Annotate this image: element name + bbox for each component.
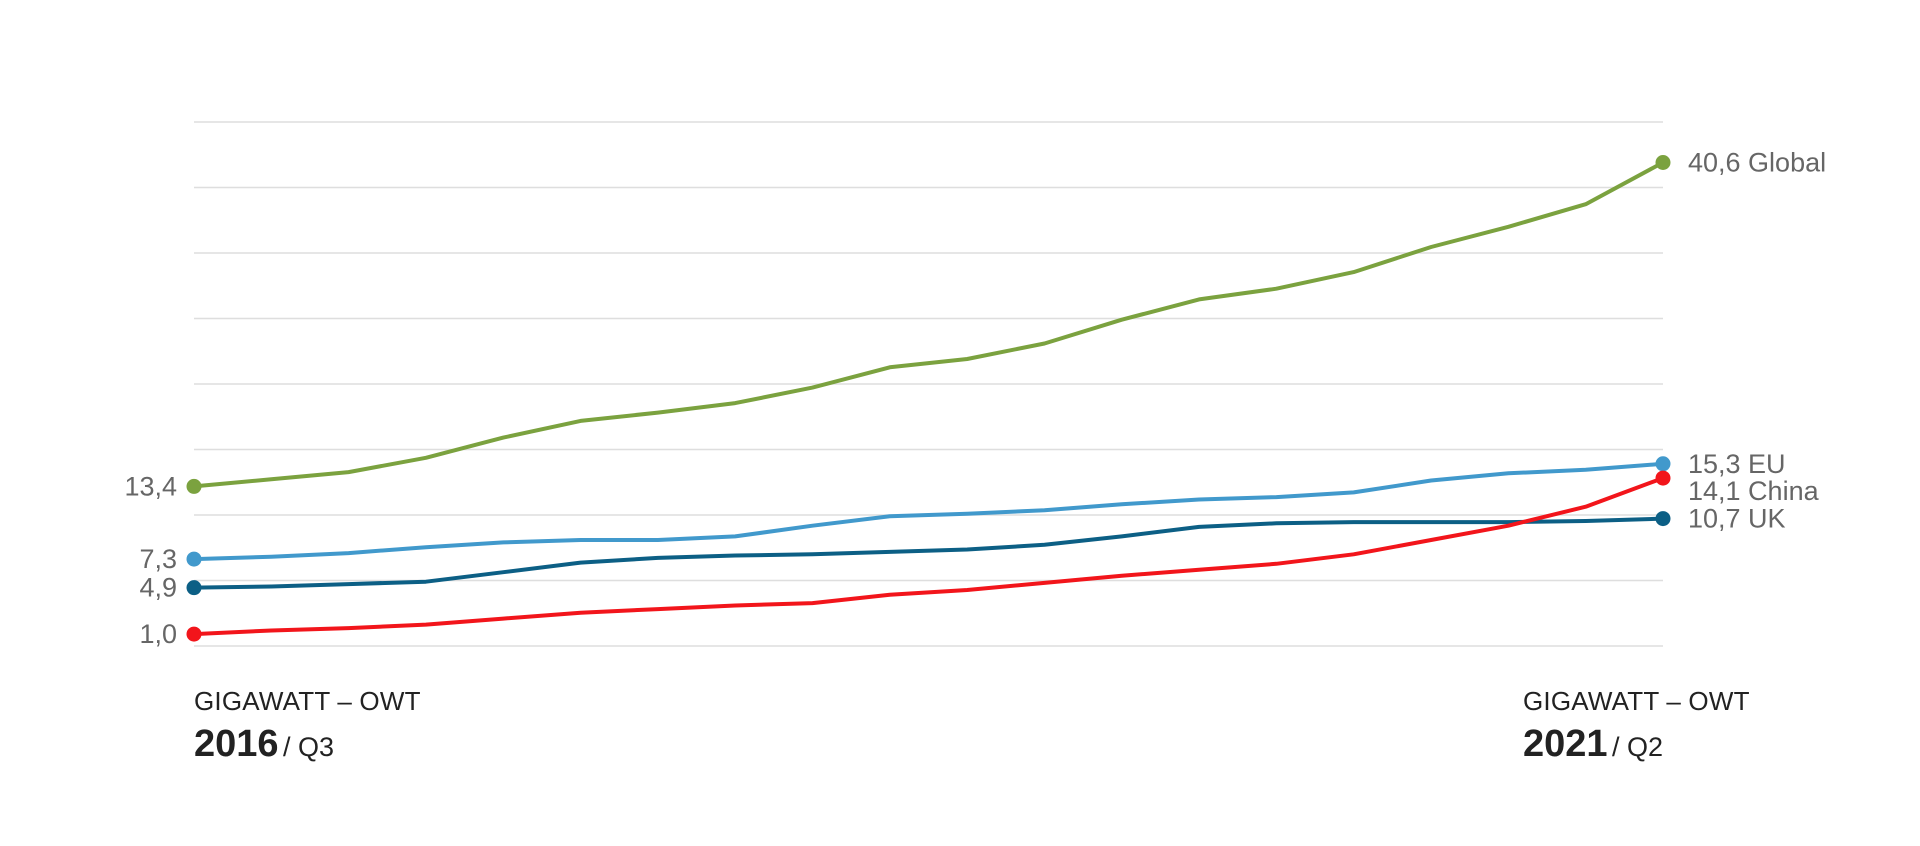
end-label-china: 14,1 China <box>1688 476 1820 506</box>
series-line-china <box>192 476 1665 637</box>
start-point-china <box>186 626 202 642</box>
start-point-eu <box>186 551 202 567</box>
start-label-china: 1,0 <box>139 619 177 649</box>
end-point-china <box>1655 470 1671 486</box>
x-start-unit: GIGAWATT – OWT <box>194 686 421 716</box>
end-point-eu <box>1655 456 1671 472</box>
x-start-quarter: / Q3 <box>283 732 335 762</box>
start-point-uk <box>186 580 202 596</box>
series-line-global <box>192 160 1665 489</box>
end-label-eu: 15,3 EU <box>1688 449 1786 479</box>
x-end-quarter: / Q2 <box>1612 732 1664 762</box>
series-lines <box>186 154 1671 642</box>
end-point-uk <box>1655 511 1671 527</box>
x-end-unit: GIGAWATT – OWT <box>1523 686 1750 716</box>
series-line-eu <box>192 461 1665 562</box>
end-label-global: 40,6 Global <box>1688 147 1826 177</box>
x-start-year: 2016 <box>194 723 279 765</box>
start-label-global: 13,4 <box>124 471 177 501</box>
end-label-uk: 10,7 UK <box>1688 504 1786 534</box>
x-end-caption: GIGAWATT – OWT 2021 / Q2 <box>1523 686 1750 766</box>
x-end-year: 2021 <box>1523 723 1608 765</box>
start-point-global <box>186 478 202 494</box>
start-label-eu: 7,3 <box>139 544 177 574</box>
value-labels: 13,4 40,6 Global 7,3 15,3 EU 4,9 10,7 UK 1,0 14… <box>124 147 1826 649</box>
start-label-uk: 4,9 <box>139 573 177 603</box>
end-point-global <box>1655 154 1671 170</box>
gridlines <box>194 121 1663 647</box>
series-line-uk <box>192 516 1665 590</box>
x-start-caption: GIGAWATT – OWT 2016 / Q3 <box>194 686 421 766</box>
